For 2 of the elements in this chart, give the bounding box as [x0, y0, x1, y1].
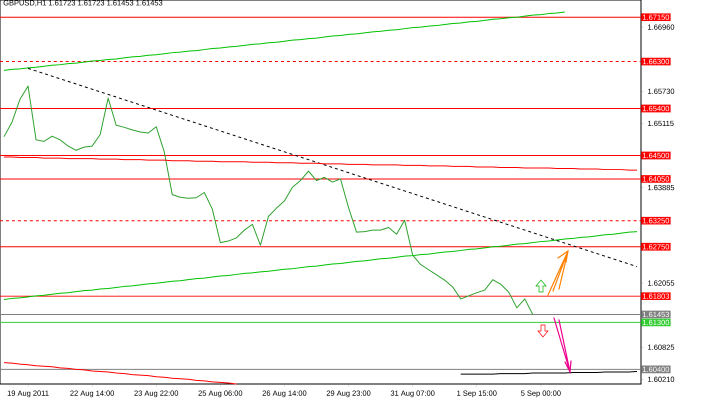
- line-series: [4, 362, 237, 384]
- line-series: [4, 11, 566, 71]
